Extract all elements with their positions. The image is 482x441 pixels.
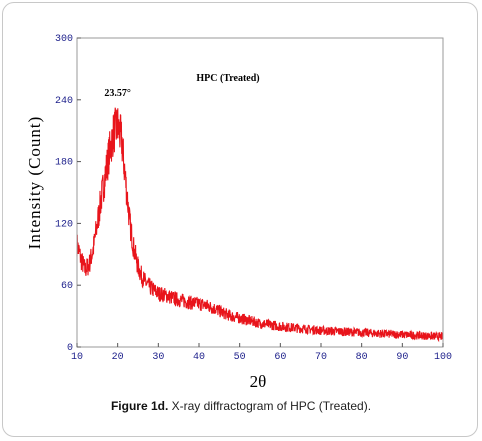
y-tick-label: 120 [55,219,73,230]
chart-title: HPC (Treated) [196,73,259,84]
x-tick-label: 30 [152,352,164,363]
x-tick-label: 60 [274,352,286,363]
x-tick-label: 10 [71,352,83,363]
peak-annotation: 23.57° [104,88,131,99]
figure-frame [2,2,478,437]
xrd-chart: 0 60 120 180 240 300 10 20 30 40 50 60 70 80 90 100 HP… [25,34,452,391]
x-tick-label: 50 [234,352,246,363]
x-tick-label: 90 [396,352,408,363]
y-axis-label: Intensity (Count) [25,116,44,250]
x-tick-label: 20 [112,352,124,363]
caption-label: Figure 1d. [110,399,169,413]
x-axis-ticks: 10 20 30 40 50 60 70 80 90 100 [71,343,452,363]
y-axis-ticks: 0 60 120 180 240 300 [55,34,81,354]
x-tick-label: 80 [356,352,368,363]
caption-text: X-ray diffractogram of HPC (Treated). [168,399,372,413]
x-tick-label: 70 [315,352,327,363]
y-tick-label: 60 [61,281,73,292]
x-tick-label: 100 [434,352,452,363]
y-tick-label: 240 [55,96,73,107]
series-line [76,107,444,343]
y-tick-label: 0 [67,343,73,354]
plot-area [76,37,444,348]
diffractogram-trace [76,107,444,343]
x-tick-label: 40 [193,352,205,363]
x-axis-label: 2θ [250,372,267,391]
y-tick-label: 180 [55,158,73,169]
y-tick-label: 300 [55,34,73,45]
figure-caption: Figure 1d. X-ray diffractogram of HPC (T… [0,399,482,413]
